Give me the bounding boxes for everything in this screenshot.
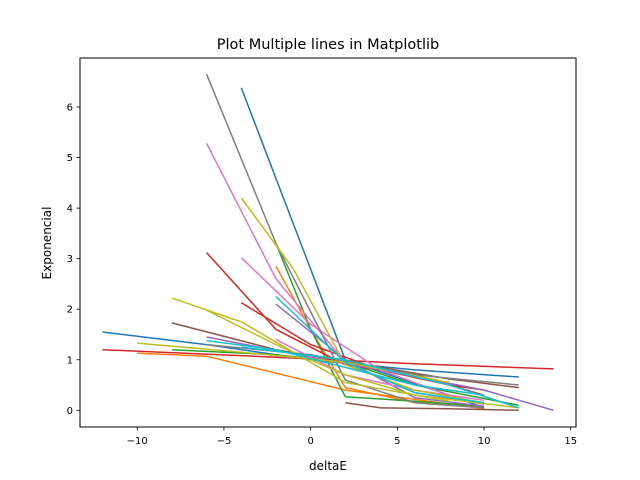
series-line-13 [345,401,519,412]
x-tick-label: 15 [564,436,577,447]
x-axis-label: deltaE [309,459,347,473]
series-line-16 [275,338,485,401]
series-line-21 [206,309,519,409]
y-axis-label: Exponencial [40,207,54,280]
x-tick-label: 10 [478,436,491,447]
y-tick-label: 2 [67,305,73,316]
x-axis-ticks: −10 −5 0 5 10 15 [127,427,577,447]
series-line-3 [137,352,485,410]
y-tick-label: 0 [67,406,73,417]
series-line-15 [240,257,450,396]
y-tick-label: 1 [67,355,73,366]
x-tick-label: −10 [127,436,148,447]
plot-area [102,73,554,412]
y-tick-label: 4 [67,204,73,215]
x-tick-label: 5 [394,436,400,447]
series-line-25 [241,346,520,409]
series-line-5 [275,243,485,408]
y-tick-label: 3 [67,254,73,265]
series-line-23 [275,296,485,404]
y-tick-label: 5 [67,153,73,164]
series-line-24 [206,339,485,396]
y-axis-ticks: 0 1 2 3 4 5 6 [67,103,80,417]
x-tick-label: −5 [217,436,232,447]
y-tick-label: 6 [67,103,73,114]
x-tick-label: 0 [307,436,313,447]
axes-frame [79,57,577,428]
series-line-17 [205,73,485,409]
series-line-11 [275,303,485,408]
chart-title: Plot Multiple lines in Matplotlib [217,37,439,53]
series-line-20 [240,197,485,404]
